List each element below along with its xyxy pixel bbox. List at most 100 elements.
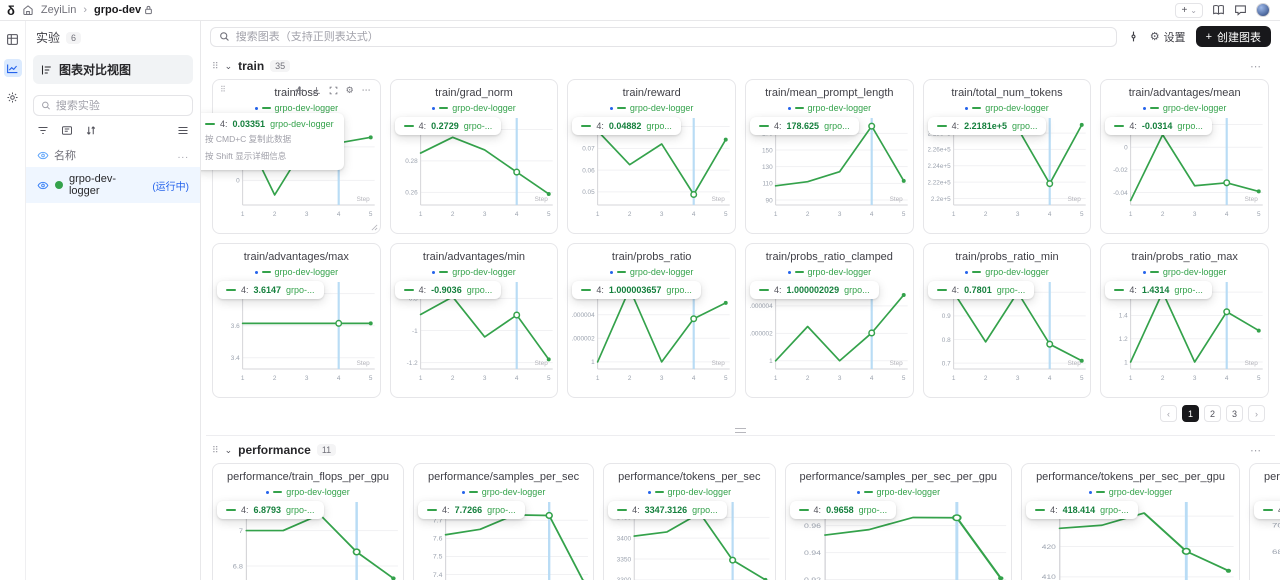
chart-card[interactable]: ⠿ ⚙ ⋯ train/grad_norm grpo-dev-logger 0.… — [389, 79, 559, 234]
chart-search-box[interactable] — [210, 26, 1117, 47]
svg-text:4: 4 — [692, 211, 696, 218]
drag-handle-icon[interactable]: ⠿ — [220, 85, 226, 94]
chart-card[interactable]: ⠿ ⚙ ⋯ performance/samples_per_sec grpo-d… — [413, 463, 595, 580]
section-splitter[interactable] — [206, 426, 1275, 435]
chart-card[interactable]: ⠿ ⚙ ⋯ train/total_num_tokens grpo-dev-lo… — [922, 79, 1092, 234]
chart-legend[interactable]: grpo-dev-logger — [572, 103, 731, 113]
charts-view-icon[interactable] — [3, 59, 22, 77]
run-row-grpo-dev-logger[interactable]: grpo-dev-logger (运行中) — [26, 167, 200, 203]
page-button-1[interactable]: 1 — [1182, 405, 1199, 422]
chevron-down-icon[interactable]: ⌄ — [224, 60, 233, 71]
chart-compare-view-item[interactable]: 图表对比视图 — [33, 55, 193, 84]
chart-legend[interactable]: grpo-dev-logger — [217, 103, 376, 113]
page-next-button[interactable]: › — [1248, 405, 1265, 422]
chart-legend[interactable]: grpo-dev-logger — [790, 487, 1008, 497]
experiment-search-input[interactable] — [55, 99, 185, 112]
page-button-3[interactable]: 3 — [1226, 405, 1243, 422]
chart-legend[interactable]: grpo-dev-logger — [217, 487, 399, 497]
breadcrumb-workspace[interactable]: ZeyiLin — [40, 4, 77, 16]
chart-card[interactable]: ⠿ ⚙ ⋯ performance/tokens_per_sec grpo-de… — [603, 463, 776, 580]
eye-icon[interactable] — [37, 181, 49, 190]
chart-legend[interactable]: grpo-dev-logger — [1105, 103, 1264, 113]
download-icon[interactable] — [312, 86, 321, 95]
chart-plot-area[interactable]: 1 1.000002 1.000004 Step 1 2 3 4 5 — [572, 277, 731, 383]
chart-legend[interactable]: grpo-dev-logger — [1254, 487, 1280, 497]
drag-handle-icon[interactable]: ⠿ — [212, 444, 219, 455]
user-avatar[interactable] — [1256, 3, 1270, 17]
chart-card[interactable]: ⠿ ⚙ ⋯ train/advantages/max grpo-dev-logg… — [212, 243, 381, 398]
chart-title: train/probs_ratio_clamped — [765, 251, 893, 263]
chart-legend[interactable]: grpo-dev-logger — [928, 267, 1087, 277]
settings-rail-icon[interactable] — [4, 88, 22, 106]
svg-text:1: 1 — [241, 211, 245, 218]
eye-icon[interactable] — [37, 151, 49, 160]
chart-plot-area[interactable]: -1.2 -1 -0.8 Step 1 2 3 4 5 — [395, 277, 554, 383]
chart-legend[interactable]: grpo-dev-logger — [928, 103, 1087, 113]
column-settings-icon[interactable] — [61, 125, 73, 136]
table-view-icon[interactable] — [4, 30, 22, 48]
section-name[interactable]: train — [238, 59, 265, 73]
chevron-down-icon[interactable]: ⌄ — [224, 444, 233, 455]
chart-plot-area[interactable]: 1 1.000002 1.000004 Step 1 2 3 4 5 — [750, 277, 909, 383]
chart-card[interactable]: ⠿ ⚙ ⋯ performance/policy_training_tokens… — [1249, 463, 1280, 580]
tune-layout-icon[interactable] — [1127, 30, 1140, 43]
section-name[interactable]: performance — [238, 443, 311, 457]
resize-handle-icon[interactable] — [371, 224, 378, 231]
chart-card[interactable]: ⠿ ⚙ ⋯ performance/tokens_per_sec_per_gpu… — [1021, 463, 1241, 580]
chart-legend[interactable]: grpo-dev-logger — [608, 487, 770, 497]
chart-search-input[interactable] — [235, 30, 1108, 43]
create-chart-button[interactable]: + 创建图表 — [1195, 26, 1271, 47]
chart-legend[interactable]: grpo-dev-logger — [217, 267, 376, 277]
chart-legend[interactable]: grpo-dev-logger — [1026, 487, 1235, 497]
chart-card[interactable]: ⠿ ⚙ ⋯ train/reward grpo-dev-logger 0.050… — [567, 79, 736, 234]
fullscreen-icon[interactable] — [329, 86, 338, 95]
svg-text:2: 2 — [984, 375, 988, 382]
move-icon[interactable] — [294, 86, 304, 95]
settings-button[interactable]: ⚙ 设置 — [1150, 29, 1186, 45]
section-more-icon[interactable]: ⋯ — [1250, 444, 1261, 457]
experiments-header: 实验 6 — [26, 21, 200, 53]
chart-legend[interactable]: grpo-dev-logger — [572, 267, 731, 277]
breadcrumb-project[interactable]: grpo-dev — [94, 4, 153, 16]
chart-legend[interactable]: grpo-dev-logger — [395, 267, 554, 277]
chart-card[interactable]: ⠿ ⚙ ⋯ train/mean_prompt_length grpo-dev-… — [745, 79, 914, 234]
page-prev-button[interactable]: ‹ — [1160, 405, 1177, 422]
chart-card[interactable]: ⠿ ⚙ ⋯ performance/train_flops_per_gpu gr… — [212, 463, 405, 580]
page-button-2[interactable]: 2 — [1204, 405, 1221, 422]
collapse-list-icon[interactable] — [177, 125, 189, 136]
legend-line-icon — [468, 491, 478, 493]
more-icon[interactable]: ⋯ — [361, 85, 372, 95]
docs-icon[interactable] — [1212, 4, 1225, 16]
new-project-button[interactable]: + ⌄ — [1175, 2, 1203, 18]
gear-icon[interactable]: ⚙ — [345, 85, 354, 95]
chart-legend[interactable]: grpo-dev-logger — [395, 103, 554, 113]
swanlab-logo-icon[interactable]: δ — [7, 2, 15, 18]
home-icon[interactable] — [22, 4, 34, 16]
chart-legend[interactable]: grpo-dev-logger — [418, 487, 589, 497]
sort-icon[interactable] — [85, 125, 97, 136]
section-more-icon[interactable]: ⋯ — [1250, 60, 1261, 73]
svg-text:90: 90 — [766, 197, 774, 204]
feedback-icon[interactable] — [1234, 4, 1247, 16]
drag-handle-icon[interactable]: ⠿ — [212, 60, 219, 71]
chart-card[interactable]: ⠿ ⚙ ⋯ performance/samples_per_sec_per_gp… — [784, 463, 1013, 580]
chart-card[interactable]: ⠿ ⚙ ⋯ train/probs_ratio_min grpo-dev-log… — [922, 243, 1092, 398]
chart-card[interactable]: ⠿ ⚙ ⋯ train/advantages/mean grpo-dev-log… — [1100, 79, 1269, 234]
tooltip-value: 0.03351 — [232, 119, 266, 129]
chart-hover-tooltip: 4: 0.9658 grpo-... — [789, 501, 897, 519]
chart-card[interactable]: ⠿ ⚙ ⋯ train/probs_ratio_max grpo-dev-log… — [1100, 243, 1269, 398]
chart-legend[interactable]: grpo-dev-logger — [1105, 267, 1264, 277]
chart-card[interactable]: ⠿ ⚙ ⋯ train/probs_ratio grpo-dev-logger … — [567, 243, 736, 398]
chart-legend[interactable]: grpo-dev-logger — [750, 267, 909, 277]
chart-legend[interactable]: grpo-dev-logger — [750, 103, 909, 113]
experiment-search-box[interactable] — [33, 95, 193, 116]
svg-text:5: 5 — [1080, 211, 1084, 218]
chart-card[interactable]: ⠿ ⚙ ⋯ train/advantages/min grpo-dev-logg… — [389, 243, 559, 398]
chart-plot-area[interactable]: 680700Step12345 — [1254, 497, 1280, 580]
chart-card[interactable]: ⠿ ⚙ ⋯ train/loss grpo-dev-logger 00.03St… — [201, 79, 381, 234]
filter-icon[interactable] — [37, 125, 49, 136]
name-column-more-icon[interactable]: ... — [177, 149, 189, 161]
svg-text:5: 5 — [547, 211, 551, 218]
chart-card[interactable]: ⠿ ⚙ ⋯ train/probs_ratio_clamped grpo-dev… — [745, 243, 914, 398]
